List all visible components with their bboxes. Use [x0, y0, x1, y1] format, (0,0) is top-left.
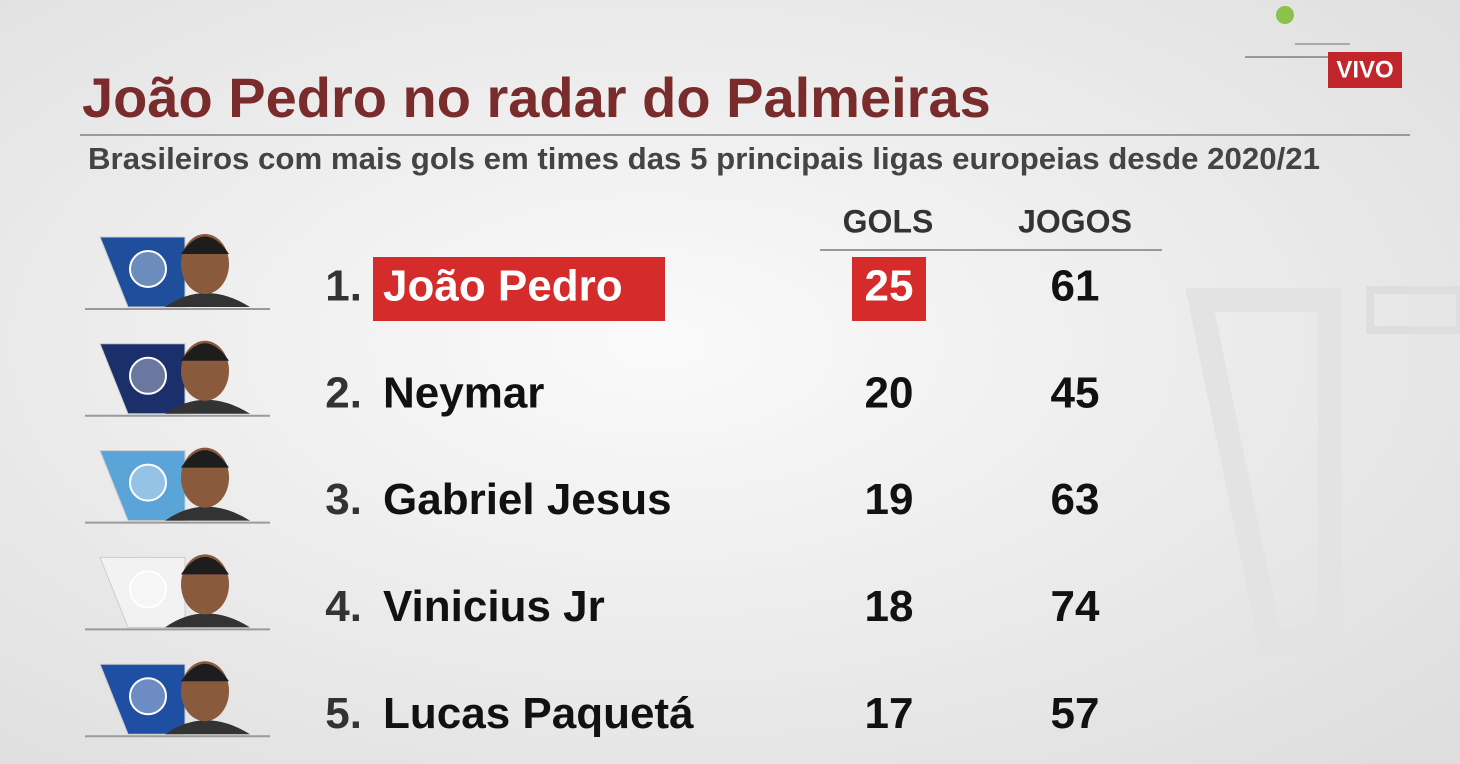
club-crest — [129, 356, 167, 395]
player-name: Neymar — [383, 368, 544, 417]
player-shirt — [165, 720, 250, 735]
rank: 1. — [325, 262, 362, 311]
goals: 19 — [865, 475, 914, 524]
player-hair — [181, 450, 229, 468]
background-shape — [1185, 288, 1342, 652]
player-hair — [181, 556, 229, 575]
live-badge-text: VIVO — [1336, 56, 1393, 83]
rank: 5. — [325, 689, 362, 738]
player-hair — [181, 236, 229, 254]
player-name: João Pedro — [383, 262, 623, 311]
rows: 1. João Pedro 25 61 2. Neymar 20 45 3. Gabriel Je… — [85, 234, 1100, 738]
player-shirt — [165, 293, 250, 307]
player-shirt — [165, 613, 250, 628]
club-crest — [129, 463, 167, 502]
goals: 18 — [865, 582, 914, 631]
rank: 2. — [325, 368, 362, 417]
goals: 25 — [865, 262, 914, 311]
rank: 4. — [325, 582, 362, 631]
games: 63 — [1051, 475, 1100, 524]
games: 61 — [1051, 262, 1100, 311]
player-name: Vinicius Jr — [383, 582, 605, 631]
highlight — [852, 257, 926, 321]
club-crest — [129, 677, 167, 716]
player-name: Gabriel Jesus — [383, 475, 672, 524]
live-badge — [1328, 52, 1402, 88]
column-header: JOGOS — [1018, 203, 1132, 239]
title: João Pedro no radar do Palmeiras — [82, 66, 991, 129]
background-shape — [1366, 286, 1460, 334]
player-shirt — [165, 506, 250, 521]
channel-logo — [1276, 6, 1294, 24]
goals: 20 — [865, 368, 914, 417]
club-crest — [129, 250, 167, 288]
player-hair — [181, 663, 229, 682]
rank: 3. — [325, 475, 362, 524]
subtitle: Brasileiros com mais gols em times das 5… — [88, 141, 1320, 176]
goals: 17 — [865, 689, 914, 738]
club-crest — [129, 570, 167, 609]
highlight — [373, 257, 665, 321]
player-hair — [181, 343, 229, 361]
player-name: Lucas Paquetá — [383, 689, 694, 738]
column-header: GOLS — [843, 203, 934, 239]
games: 74 — [1051, 582, 1100, 631]
games: 57 — [1051, 689, 1100, 738]
games: 45 — [1051, 368, 1100, 417]
player-shirt — [165, 399, 250, 414]
